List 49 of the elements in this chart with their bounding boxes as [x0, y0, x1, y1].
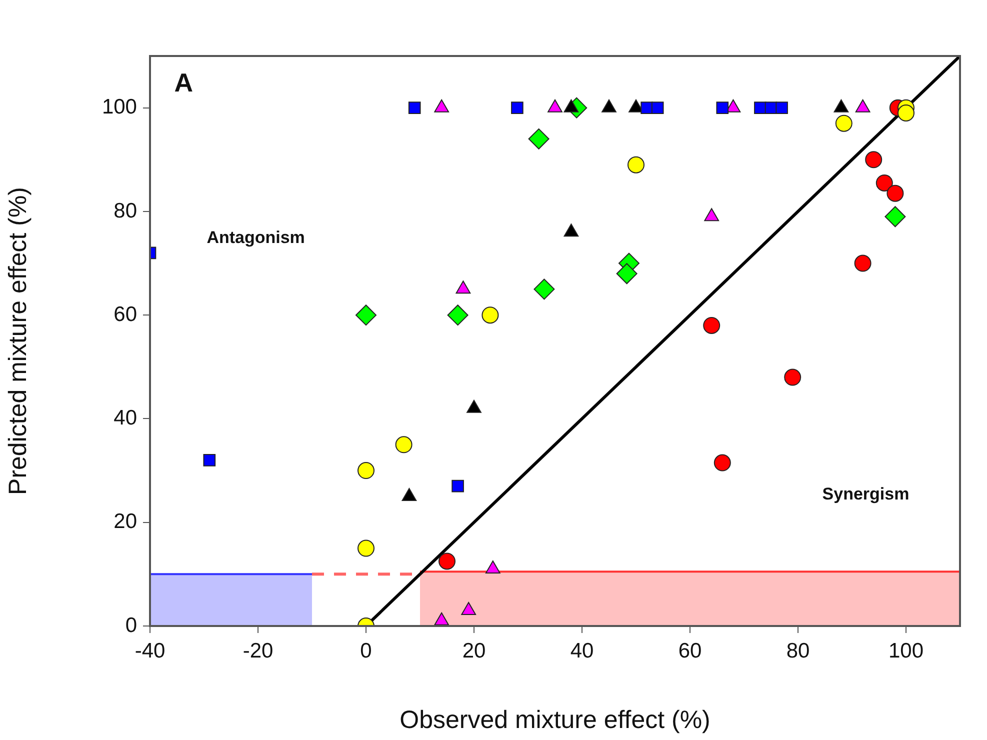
point [886, 184, 904, 202]
point [703, 316, 720, 334]
point [203, 454, 216, 466]
x-tick-label: 20 [462, 639, 486, 662]
y-tick-label: 80 [114, 199, 137, 222]
x-tick-label: -40 [134, 639, 166, 662]
point [776, 102, 788, 114]
y-tick-label: 0 [125, 614, 137, 637]
point [534, 278, 555, 300]
point [898, 104, 914, 122]
x-tick-label: -20 [242, 639, 274, 662]
x-tick-label: 40 [570, 639, 594, 662]
point [714, 454, 731, 472]
point [358, 462, 374, 480]
y-tick-label: 20 [114, 510, 137, 534]
point [511, 102, 524, 114]
y-tick-label: 40 [114, 406, 137, 430]
point [784, 368, 802, 386]
y-tick-label: 100 [102, 96, 137, 119]
point [408, 102, 421, 114]
point [452, 480, 464, 492]
point [447, 304, 468, 326]
y-tick-label: 60 [114, 302, 137, 326]
point [835, 114, 852, 132]
annotation: Synergism [822, 484, 910, 504]
annotation: A [174, 68, 194, 98]
x-tick-label: 0 [360, 639, 372, 662]
point [640, 102, 653, 114]
point [482, 306, 499, 324]
point [651, 102, 664, 114]
x-tick-label: 60 [678, 639, 702, 662]
point [854, 254, 872, 272]
point [358, 540, 374, 557]
y-axis-title: Predicted mixture effect (%) [4, 187, 32, 495]
point [628, 156, 644, 174]
annotation: Antagonism [206, 228, 305, 248]
point [876, 174, 893, 192]
x-tick-label: 80 [786, 639, 810, 662]
x-axis-title: Observed mixture effect (%) [400, 706, 710, 734]
point [865, 151, 882, 168]
point [884, 206, 906, 228]
point [528, 128, 550, 150]
point [716, 102, 729, 114]
point [395, 436, 412, 454]
point [438, 552, 456, 570]
x-tick-label: 100 [888, 639, 924, 662]
point [356, 304, 376, 326]
point [754, 102, 766, 114]
point [616, 263, 638, 284]
